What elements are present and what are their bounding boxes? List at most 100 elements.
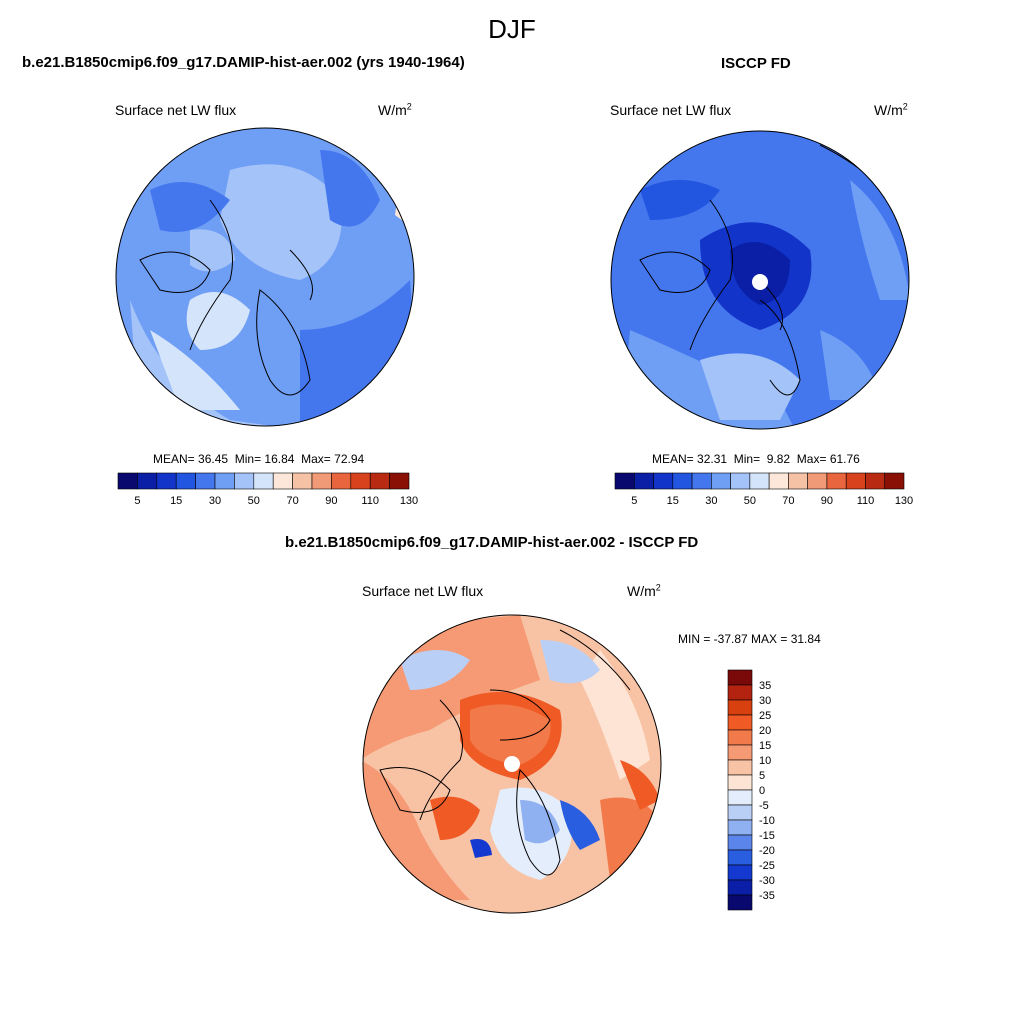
colorbar-panel1-tick-label: 5 xyxy=(134,495,140,507)
colorbar-panel1-swatch xyxy=(369,472,390,490)
season-title: DJF xyxy=(488,14,536,44)
colorbar-panel3-tick-label: 5 xyxy=(759,770,765,782)
colorbar-panel1-tick-label: 110 xyxy=(361,495,379,507)
colorbar-panel3-tick-label: -25 xyxy=(759,860,775,872)
colorbar-panel3-swatch xyxy=(727,834,753,851)
colorbar-panel3-tick-label: 35 xyxy=(759,680,771,692)
colorbar-panel1-tick-label: 130 xyxy=(400,495,418,507)
colorbar-panel1-tick-label: 30 xyxy=(209,495,221,507)
colorbar-panel3-swatch xyxy=(727,879,753,896)
colorbar-panel2: 5 15 30 50 70 90 110 130 xyxy=(614,472,913,507)
colorbar-panel1-swatch xyxy=(234,472,255,490)
colorbar-panel2-swatch xyxy=(749,472,770,490)
colorbar-panel1-swatch xyxy=(156,472,177,490)
panel3-units: W/m2 xyxy=(627,582,661,599)
colorbar-panel1-tick-label: 90 xyxy=(325,495,337,507)
colorbar-panel1-tick-label: 70 xyxy=(286,495,298,507)
colorbar-panel2-swatch xyxy=(884,472,905,490)
panel2-variable: Surface net LW flux xyxy=(610,102,732,118)
map-panel3-border xyxy=(362,614,662,914)
colorbar-panel2-tick-label: 110 xyxy=(857,495,875,507)
colorbar-panel2-swatch xyxy=(653,472,674,490)
colorbar-panel1-swatch xyxy=(214,472,235,490)
colorbar-panel2-swatch xyxy=(711,472,731,490)
colorbar-panel3-swatch xyxy=(727,804,753,821)
colorbar-panel3-swatch xyxy=(727,684,753,701)
panel2-units: W/m2 xyxy=(874,101,908,118)
colorbar-panel3-tick-label: 25 xyxy=(759,710,771,722)
colorbar-panel3-tick-label: 15 xyxy=(759,740,771,752)
colorbar-panel1-tick-label: 50 xyxy=(248,495,260,507)
colorbar-panel1-swatch xyxy=(253,472,274,490)
colorbar-panel2-swatch xyxy=(672,472,693,490)
colorbar-panel3-swatch xyxy=(727,729,753,746)
panel2-title: ISCCP FD xyxy=(721,55,791,72)
colorbar-panel3-swatch xyxy=(727,864,753,881)
colorbar-panel3-swatch xyxy=(727,759,753,776)
colorbar-panel1-swatch xyxy=(272,472,293,490)
colorbar-panel3-tick-label: -35 xyxy=(759,890,775,902)
panel1-units: W/m2 xyxy=(378,101,412,118)
colorbar-panel1-swatch xyxy=(292,472,313,490)
colorbar-panel3-tick-label: -5 xyxy=(759,800,769,812)
map-panel2-border xyxy=(610,130,910,430)
colorbar-panel3-tick-label: -20 xyxy=(759,845,775,857)
colorbar-panel3-tick-label: -15 xyxy=(759,830,775,842)
colorbar-panel3-swatch xyxy=(727,774,753,791)
colorbar-panel2-swatch xyxy=(691,472,712,490)
colorbar-panel1-swatch xyxy=(389,472,410,490)
colorbar-panel2-swatch xyxy=(788,472,808,490)
colorbar-panel2-swatch xyxy=(845,472,866,490)
colorbar-panel2-swatch xyxy=(865,472,886,490)
panel1-stats: MEAN= 36.45 Min= 16.84 Max= 72.94 xyxy=(153,452,365,466)
map-panel3-polehole xyxy=(504,756,520,772)
colorbar-panel3-swatch xyxy=(727,894,753,911)
map-panel1 xyxy=(116,128,414,426)
colorbar-panel3-swatch xyxy=(727,789,753,806)
colorbar-panel3-swatch xyxy=(727,669,753,686)
colorbar-panel2-swatch xyxy=(730,472,751,490)
colorbar-panel2-swatch xyxy=(826,472,847,490)
colorbar-panel1-swatch xyxy=(175,472,196,490)
colorbar-panel1-swatch xyxy=(311,472,332,490)
map-panel1-border xyxy=(115,127,415,427)
colorbar-panel2-tick-label: 130 xyxy=(895,495,913,507)
colorbar-panel3: 35 30 25 20 15 10 5 0 -5 -10 -15 -20 -25 -30 -35 xyxy=(727,669,775,911)
colorbar-panel2-tick-label: 70 xyxy=(782,495,794,507)
colorbar-panel1-tick-label: 15 xyxy=(170,495,182,507)
colorbar-panel3-swatch xyxy=(727,819,753,836)
panel1-variable: Surface net LW flux xyxy=(115,102,237,118)
colorbar-panel2-tick-label: 5 xyxy=(631,495,637,507)
colorbar-panel3-tick-label: -30 xyxy=(759,875,775,887)
colorbar-panel3-tick-label: 0 xyxy=(759,785,765,797)
map-panel2-polehole xyxy=(752,274,768,290)
colorbar-panel3-tick-label: -10 xyxy=(759,815,775,827)
colorbar-panel3-swatch xyxy=(727,699,753,716)
panel1-title: b.e21.B1850cmip6.f09_g17.DAMIP-hist-aer.… xyxy=(22,54,465,71)
colorbar-panel1-swatch xyxy=(195,472,216,490)
panel2-stats: MEAN= 32.31 Min= 9.82 Max= 61.76 xyxy=(652,452,860,466)
colorbar-panel1-swatch xyxy=(117,472,138,490)
colorbar-panel1-swatch xyxy=(331,472,352,490)
colorbar-panel3-swatch xyxy=(727,849,753,866)
colorbar-panel1: 5 15 30 50 70 90 110 130 xyxy=(117,472,418,507)
panel3-variable: Surface net LW flux xyxy=(362,583,484,599)
colorbar-panel2-tick-label: 30 xyxy=(705,495,717,507)
colorbar-panel2-swatch xyxy=(807,472,828,490)
colorbar-panel3-tick-label: 30 xyxy=(759,695,771,707)
colorbar-panel2-swatch xyxy=(614,472,635,490)
colorbar-panel2-swatch xyxy=(633,472,654,490)
colorbar-panel2-tick-label: 15 xyxy=(667,495,679,507)
colorbar-panel2-tick-label: 90 xyxy=(821,495,833,507)
colorbar-panel1-swatch xyxy=(350,472,371,490)
panel3-title: b.e21.B1850cmip6.f09_g17.DAMIP-hist-aer.… xyxy=(285,534,699,551)
colorbar-panel1-swatch xyxy=(137,472,158,490)
map-panel3 xyxy=(363,615,661,913)
panel3-minmax: MIN = -37.87 MAX = 31.84 xyxy=(678,632,821,646)
colorbar-panel2-swatch xyxy=(768,472,789,490)
colorbar-panel3-tick-label: 10 xyxy=(759,755,771,767)
colorbar-panel3-swatch xyxy=(727,714,753,731)
colorbar-panel2-tick-label: 50 xyxy=(744,495,756,507)
colorbar-panel3-swatch xyxy=(727,744,753,761)
